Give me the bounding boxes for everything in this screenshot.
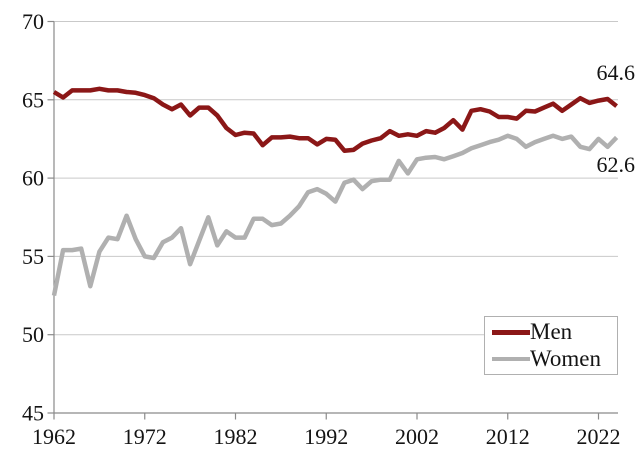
men-series-end-value-label: 64.6: [596, 60, 636, 85]
y-tick-label: 70: [22, 9, 44, 34]
x-tick-label: 2012: [486, 424, 530, 449]
y-tick-label: 60: [22, 166, 44, 191]
y-tick-label: 50: [22, 322, 44, 347]
women-series-end-value-label: 62.6: [596, 152, 636, 177]
legend-item-men: Men: [485, 320, 617, 344]
x-tick-label: 1982: [214, 424, 258, 449]
y-tick-label: 45: [22, 401, 44, 426]
women-line-swatch: [492, 357, 530, 361]
legend-label-women: Women: [530, 346, 601, 371]
legend-item-women: Women: [485, 347, 617, 371]
y-tick-label: 65: [22, 87, 44, 112]
x-tick-label: 2022: [577, 424, 621, 449]
x-tick-label: 2002: [395, 424, 439, 449]
x-tick-label: 1962: [32, 424, 76, 449]
legend: Men Women: [484, 316, 618, 375]
men-line-swatch: [492, 329, 530, 335]
x-tick-label: 1992: [304, 424, 348, 449]
women-line-series: [51, 133, 619, 297]
y-tick-label: 55: [22, 244, 44, 269]
legend-label-men: Men: [530, 319, 573, 344]
x-tick-label: 1972: [123, 424, 167, 449]
men-line-series: [52, 86, 618, 153]
